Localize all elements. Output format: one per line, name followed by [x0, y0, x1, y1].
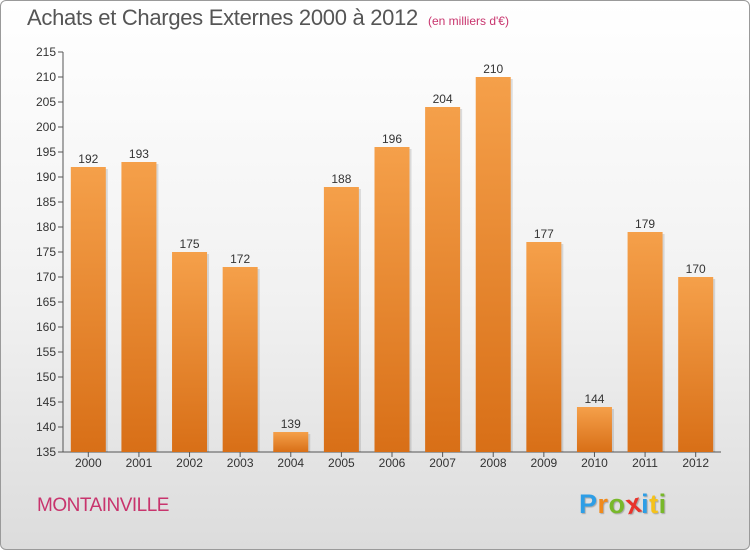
data-label: 144 — [584, 392, 604, 406]
y-tick-label: 135 — [36, 445, 56, 459]
unit-note: (en milliers d'€) — [427, 14, 509, 28]
y-tick-label: 215 — [36, 45, 56, 59]
y-tick-label: 140 — [36, 420, 56, 434]
bar — [678, 277, 714, 452]
bar — [526, 242, 562, 452]
bar — [70, 167, 106, 452]
title-row: Achats et Charges Externes 2000 à 2012 (e… — [27, 5, 509, 31]
x-tick-label: 2005 — [328, 456, 355, 470]
y-tick-label: 185 — [36, 195, 56, 209]
logo-letter: o — [608, 489, 626, 519]
data-label: 139 — [281, 417, 301, 431]
y-tick-label: 170 — [36, 270, 56, 284]
x-tick-label: 2006 — [379, 456, 406, 470]
bar — [475, 77, 511, 452]
data-label: 179 — [635, 217, 655, 231]
data-labels: 192 193 175 172 139 188 196 204 210 177 144 179 170 — [78, 62, 706, 431]
x-tick-label: 2000 — [75, 456, 102, 470]
x-tick-label: 2010 — [581, 456, 608, 470]
axes: 135 140 145 150 155 160 165 170 175 180 185 190 195 2… — [36, 45, 721, 470]
y-tick-label: 165 — [36, 295, 56, 309]
data-label: 188 — [331, 172, 351, 186]
y-tick-label: 160 — [36, 320, 56, 334]
bar — [627, 232, 663, 452]
bar — [273, 432, 309, 452]
proxiti-logo: Proxiti — [579, 488, 667, 521]
data-label: 193 — [129, 147, 149, 161]
x-tick-label: 2007 — [429, 456, 456, 470]
data-label: 177 — [534, 227, 554, 241]
data-label: 210 — [483, 62, 503, 76]
y-tick-label: 150 — [36, 370, 56, 384]
x-tick-label: 2012 — [682, 456, 709, 470]
x-tick-label: 2001 — [126, 456, 153, 470]
data-label: 170 — [686, 262, 706, 276]
y-tick-label: 180 — [36, 220, 56, 234]
x-tick-label: 2011 — [632, 456, 658, 470]
bars — [70, 77, 716, 452]
logo-letter: i — [641, 489, 650, 519]
chart-title: Achats et Charges Externes 2000 à 2012 — [27, 5, 418, 30]
bar — [222, 267, 258, 452]
y-tick-label: 210 — [36, 70, 56, 84]
data-label: 172 — [230, 252, 250, 266]
y-tick-label: 205 — [36, 95, 56, 109]
logo-letter: r — [597, 489, 609, 519]
bar — [172, 252, 208, 452]
y-tick-label: 200 — [36, 120, 56, 134]
x-tick-label: 2009 — [530, 456, 557, 470]
data-label: 175 — [180, 237, 200, 251]
data-label: 192 — [78, 152, 98, 166]
bar — [121, 162, 157, 452]
x-tick-label: 2003 — [227, 456, 254, 470]
commune-name: MONTAINVILLE — [37, 495, 169, 516]
y-tick-label: 145 — [36, 395, 56, 409]
bar — [374, 147, 410, 452]
bar — [576, 407, 612, 452]
x-tick-label: 2004 — [277, 456, 304, 470]
y-tick-label: 190 — [36, 170, 56, 184]
logo-letter: P — [579, 489, 598, 519]
data-label: 196 — [382, 132, 402, 146]
logo-letter: i — [658, 489, 667, 519]
data-label: 204 — [433, 92, 453, 106]
x-tick-label: 2002 — [176, 456, 203, 470]
y-tick-label: 195 — [36, 145, 56, 159]
y-tick-label: 175 — [36, 245, 56, 259]
x-tick-label: 2008 — [480, 456, 507, 470]
bar — [323, 187, 359, 452]
logo-letter: t — [649, 489, 659, 519]
bar — [425, 107, 461, 452]
y-tick-label: 155 — [36, 345, 56, 359]
